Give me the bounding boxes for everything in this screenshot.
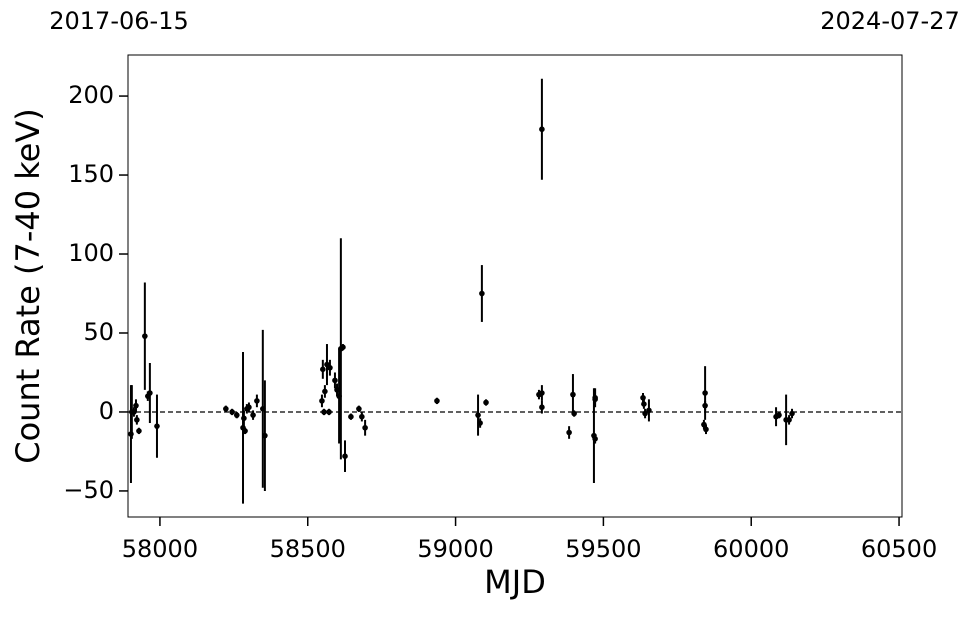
data-point <box>592 396 598 403</box>
data-point <box>483 399 489 406</box>
data-point <box>566 429 572 436</box>
data-point <box>786 417 792 423</box>
data-point <box>539 404 545 411</box>
data-point <box>539 126 545 133</box>
data-point <box>571 410 577 417</box>
x-tick-label: 60000 <box>713 535 789 563</box>
plot-frame <box>127 54 903 518</box>
data-point <box>147 390 153 396</box>
data-point <box>327 364 333 371</box>
data-point <box>340 344 346 351</box>
x-tick-label: 59000 <box>417 535 493 563</box>
data-point <box>479 290 485 297</box>
data-point <box>342 453 348 459</box>
y-axis-label: Count Rate (7-40 keV) <box>9 108 47 463</box>
data-point <box>262 432 268 439</box>
data-point <box>246 404 252 411</box>
x-tick-label: 58000 <box>122 535 198 563</box>
y-tick-label: 0 <box>99 397 114 425</box>
x-tick-label: 58500 <box>270 535 346 563</box>
data-point <box>592 436 598 442</box>
data-point <box>136 428 142 434</box>
data-point <box>646 407 652 414</box>
data-point <box>133 402 139 409</box>
data-point <box>434 398 440 404</box>
data-point <box>242 428 248 434</box>
data-point <box>356 406 362 412</box>
data-point <box>642 410 648 417</box>
data-point <box>254 398 260 404</box>
data-point <box>348 413 354 420</box>
y-tick-label: 100 <box>68 239 114 267</box>
data-point <box>332 377 338 384</box>
data-point <box>154 423 160 429</box>
data-point <box>319 398 325 404</box>
data-point <box>362 424 368 431</box>
data-point <box>641 401 647 407</box>
data-point <box>223 406 229 412</box>
data-point <box>326 409 332 415</box>
top-left-date: 2017-06-15 <box>49 7 188 35</box>
data-point <box>142 333 148 339</box>
data-point <box>233 412 240 418</box>
data-point <box>789 410 795 417</box>
data-point <box>776 412 782 418</box>
data-point <box>570 391 576 398</box>
data-point <box>241 415 247 422</box>
data-point <box>539 390 545 396</box>
data-point <box>640 394 646 401</box>
data-point <box>229 409 235 415</box>
x-axis-label: MJD <box>484 563 546 601</box>
y-tick-label: 50 <box>83 318 114 346</box>
x-tick-label: 59500 <box>565 535 641 563</box>
data-point <box>703 426 709 433</box>
y-tick-label: 150 <box>68 160 114 188</box>
y-tick-label: −50 <box>63 476 114 504</box>
y-tick-label: 200 <box>68 81 114 109</box>
data-point <box>250 412 256 418</box>
data-point <box>321 409 327 415</box>
data-point <box>322 388 328 395</box>
data-point <box>134 417 140 423</box>
x-tick-label: 60500 <box>861 535 937 563</box>
top-right-date: 2024-07-27 <box>820 7 959 35</box>
data-point <box>359 413 365 420</box>
data-point <box>477 420 483 426</box>
data-point <box>475 412 481 418</box>
data-point <box>702 402 708 409</box>
data-point <box>320 366 326 373</box>
data-point <box>702 390 708 396</box>
